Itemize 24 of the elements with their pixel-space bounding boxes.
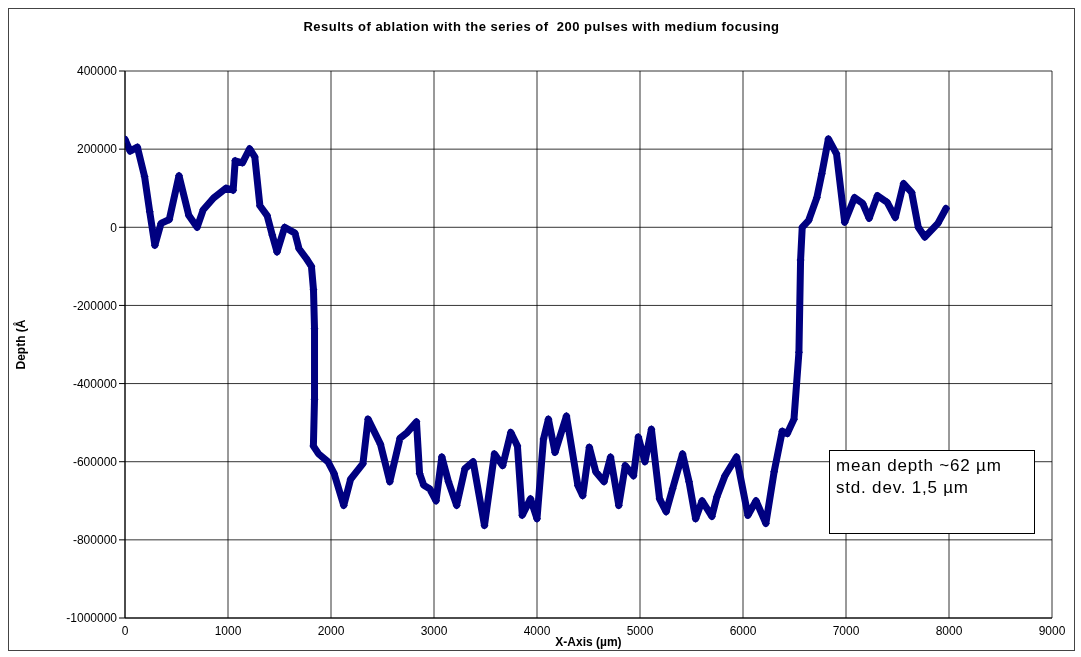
x-tick-label: 2000 — [317, 623, 345, 638]
y-tick-label: -600000 — [72, 454, 118, 469]
text-box: mean depth ~62 µm std. dev. 1,5 µm — [829, 450, 1035, 534]
x-tick-label: 9000 — [1038, 623, 1066, 638]
y-tick-label: -200000 — [72, 298, 118, 313]
y-tick-label: -400000 — [72, 376, 118, 391]
chart-title: Results of ablation with the series of 200 pulses with medium focusing — [302, 19, 781, 34]
x-tick-label: 1000 — [214, 623, 242, 638]
x-tick-label: 5000 — [626, 623, 654, 638]
x-tick-label: 6000 — [729, 623, 757, 638]
y-tick-label: -1000000 — [66, 611, 118, 626]
y-tick-label: 0 — [110, 220, 118, 235]
x-tick-label: 8000 — [935, 623, 963, 638]
y-tick-label: 200000 — [76, 142, 118, 157]
annotation: std. dev. 1,5 µm — [836, 477, 970, 499]
x-tick-label: 7000 — [832, 623, 860, 638]
y-tick-label: -800000 — [72, 533, 118, 548]
y-axis-title: Depth (Å — [13, 319, 29, 370]
annotation: mean depth ~62 µm — [836, 455, 1003, 477]
y-tick-label: 400000 — [76, 64, 118, 79]
x-tick-label: 4000 — [523, 623, 551, 638]
x-tick-label: 3000 — [420, 623, 448, 638]
x-tick-label: 0 — [121, 623, 129, 638]
x-axis-title: X-Axis (µm) — [555, 635, 622, 649]
